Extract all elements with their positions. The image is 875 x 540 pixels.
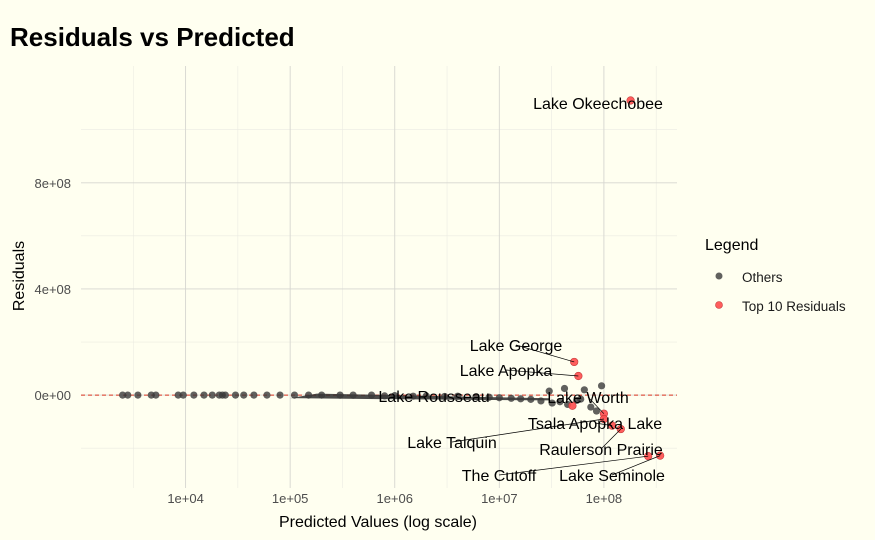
x-axis-title: Predicted Values (log scale) (279, 514, 477, 531)
others-point (250, 391, 258, 399)
others-point (454, 392, 462, 400)
y-tick-label: 8e+08 (34, 176, 71, 191)
point-label: Lake Apopka (460, 363, 553, 380)
others-point (134, 391, 142, 399)
point-label: Tsala Apopka Lake (528, 416, 662, 433)
point-label: Lake Okeechobee (533, 96, 663, 113)
others-point (409, 392, 417, 400)
others-point (560, 384, 569, 393)
others-point (263, 391, 271, 399)
annotation-leader (515, 344, 575, 363)
others-point (472, 393, 480, 401)
point-label: The Cutoff (462, 468, 537, 485)
others-point (556, 398, 564, 406)
x-tick-label: 1e+05 (272, 491, 309, 506)
others-point (592, 407, 601, 415)
others-point (485, 393, 493, 401)
y-tick-label: 4e+08 (34, 282, 71, 297)
legend: Legend Others Top 10 Residuals (705, 237, 846, 314)
others-point (240, 391, 248, 399)
others-point (367, 391, 376, 399)
point-label: Lake Rousseau (378, 389, 489, 406)
others-point (200, 391, 208, 399)
legend-title: Legend (705, 237, 758, 254)
top-residual-point (626, 96, 635, 105)
others-point (349, 391, 357, 399)
annotation-leader (505, 369, 579, 377)
point-label: Lake George (470, 338, 563, 355)
others-point (318, 391, 326, 399)
others-point (179, 391, 187, 399)
others-series (119, 382, 606, 415)
others-point (441, 392, 449, 401)
others-point (391, 392, 399, 400)
top-residuals-series (568, 96, 665, 461)
y-axis-ticks: 0e+00 4e+08 8e+08 (34, 176, 71, 403)
others-point (221, 391, 229, 399)
point-label: Raulerson Prairie (539, 442, 663, 459)
others-point (548, 399, 556, 407)
annotation-leader (587, 396, 605, 414)
x-tick-label: 1e+07 (481, 491, 518, 506)
others-point (507, 394, 515, 402)
others-point (517, 395, 525, 403)
top-residual-point (570, 357, 579, 367)
annotation-leader (611, 455, 661, 476)
others-point (587, 403, 595, 411)
others-point (537, 397, 545, 405)
others-point (174, 391, 182, 399)
y-axis-title: Residuals (11, 241, 28, 311)
annotation-leader (451, 418, 604, 443)
others-point (119, 391, 127, 399)
point-label: Lake Seminole (559, 468, 665, 485)
legend-key-top10 (715, 301, 723, 309)
others-point (290, 391, 299, 399)
others-point (577, 395, 585, 403)
others-point (545, 387, 553, 395)
others-point (190, 391, 198, 399)
others-point (597, 382, 606, 390)
top-residual-point (568, 401, 577, 410)
others-point (381, 392, 389, 400)
chart-title: Residuals vs Predicted (10, 22, 295, 52)
others-point (527, 395, 535, 403)
y-tick-label: 0e+00 (34, 388, 71, 403)
legend-label-others: Others (742, 270, 783, 285)
x-tick-label: 1e+06 (376, 491, 413, 506)
annotation-leader (594, 422, 613, 426)
x-tick-label: 1e+04 (167, 491, 204, 506)
point-label: Lake Worth (547, 390, 629, 407)
others-point (231, 391, 240, 399)
others-point (580, 386, 588, 394)
minor-gridlines (81, 66, 677, 488)
point-annotations: Lake Okeechobee Lake George Lake Apopka Lak… (378, 96, 665, 485)
legend-key-others (715, 272, 723, 280)
major-gridlines (81, 66, 677, 488)
others-point (124, 391, 132, 399)
point-label: Lake Talquin (407, 435, 497, 452)
others-point (495, 394, 503, 402)
others-point (276, 391, 284, 399)
others-point (152, 391, 160, 399)
others-point (208, 391, 216, 399)
x-axis-ticks: 1e+04 1e+05 1e+06 1e+07 1e+08 (167, 491, 622, 506)
others-point (304, 391, 313, 399)
legend-label-top10: Top 10 Residuals (742, 299, 846, 314)
others-point (422, 392, 430, 400)
annotation-leader (600, 428, 622, 450)
annotation-leader (498, 455, 649, 476)
others-point (336, 391, 344, 399)
x-tick-label: 1e+08 (586, 491, 623, 506)
